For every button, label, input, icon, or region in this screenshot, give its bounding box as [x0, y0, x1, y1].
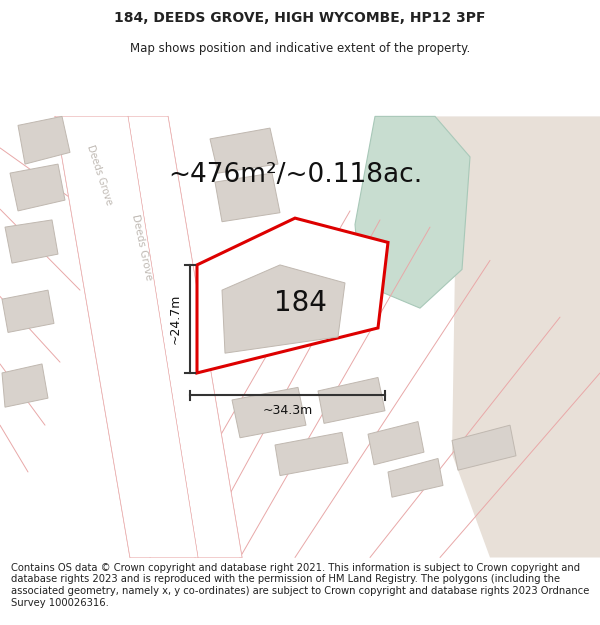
Polygon shape: [10, 164, 65, 211]
Polygon shape: [318, 378, 385, 423]
Polygon shape: [215, 173, 280, 222]
Polygon shape: [355, 116, 470, 308]
Text: ~34.3m: ~34.3m: [263, 404, 313, 418]
Polygon shape: [128, 116, 242, 558]
Polygon shape: [197, 218, 388, 373]
Polygon shape: [232, 388, 306, 438]
Text: 184: 184: [274, 289, 326, 317]
Text: Deeds Grove: Deeds Grove: [86, 144, 115, 206]
Text: ~476m²/~0.118ac.: ~476m²/~0.118ac.: [168, 162, 422, 188]
Polygon shape: [275, 432, 348, 476]
Polygon shape: [368, 422, 424, 465]
Polygon shape: [452, 425, 516, 470]
Polygon shape: [210, 128, 278, 173]
Polygon shape: [435, 116, 600, 558]
Polygon shape: [55, 116, 198, 558]
Polygon shape: [18, 116, 70, 164]
Text: Deeds Grove: Deeds Grove: [130, 213, 154, 281]
Text: ~24.7m: ~24.7m: [169, 294, 182, 344]
Polygon shape: [5, 220, 58, 263]
Polygon shape: [222, 265, 345, 353]
Text: Map shows position and indicative extent of the property.: Map shows position and indicative extent…: [130, 42, 470, 54]
Polygon shape: [2, 364, 48, 407]
Polygon shape: [2, 290, 54, 332]
Text: 184, DEEDS GROVE, HIGH WYCOMBE, HP12 3PF: 184, DEEDS GROVE, HIGH WYCOMBE, HP12 3PF: [114, 11, 486, 25]
Text: Contains OS data © Crown copyright and database right 2021. This information is : Contains OS data © Crown copyright and d…: [11, 563, 589, 608]
Polygon shape: [388, 459, 443, 497]
